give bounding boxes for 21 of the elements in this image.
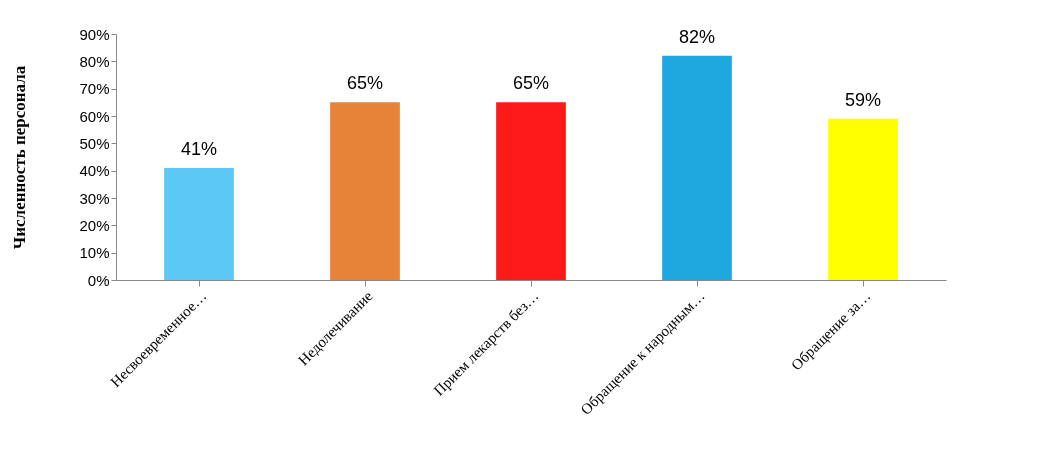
y-tick-label: 70% bbox=[79, 80, 110, 98]
y-tick-label: 60% bbox=[79, 107, 110, 125]
y-tick-label: 50% bbox=[79, 134, 110, 152]
bar bbox=[496, 102, 566, 280]
y-axis-title: Численность персонала bbox=[10, 65, 30, 250]
bar bbox=[330, 102, 400, 280]
data-label: 82% bbox=[678, 26, 716, 47]
y-tick-label: 90% bbox=[79, 25, 110, 43]
data-label: 65% bbox=[346, 73, 384, 94]
bar bbox=[828, 118, 898, 280]
data-label: 65% bbox=[512, 73, 550, 94]
y-tick-label: 30% bbox=[79, 189, 110, 207]
bar bbox=[662, 55, 732, 280]
y-tick-label: 0% bbox=[87, 271, 110, 289]
y-tick-label: 40% bbox=[79, 162, 110, 180]
data-label: 59% bbox=[844, 89, 882, 110]
y-tick-label: 20% bbox=[79, 216, 110, 234]
bar bbox=[164, 167, 234, 280]
data-label: 41% bbox=[180, 138, 218, 159]
y-tick-label: 80% bbox=[79, 52, 110, 70]
y-tick-label: 10% bbox=[79, 244, 110, 262]
